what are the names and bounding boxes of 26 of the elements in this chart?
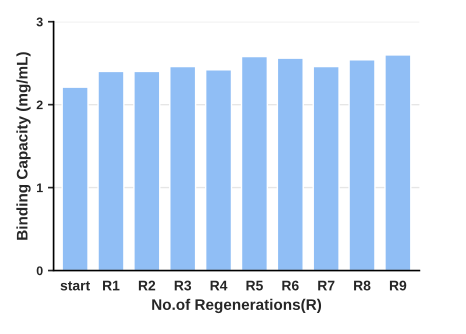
x-tick-label: R6 <box>282 280 299 290</box>
y-tick-label: 3 <box>36 18 43 26</box>
x-tick-label: R8 <box>354 280 370 290</box>
x-tick-label: R7 <box>318 280 334 290</box>
bar <box>169 66 196 271</box>
bar <box>384 54 412 271</box>
x-tick-label: R9 <box>390 280 406 290</box>
x-tick-label: R4 <box>210 280 228 290</box>
bar <box>204 69 232 271</box>
bar <box>312 66 340 271</box>
bar <box>97 70 125 271</box>
y-axis-title: Binding Capacity (mg/mL) <box>16 52 31 240</box>
x-axis-title: No.of Regenerations(R) <box>152 298 322 314</box>
x-tick-label: R3 <box>174 280 192 290</box>
bar <box>240 56 268 271</box>
y-tick-label: 0 <box>36 266 43 276</box>
x-tick-label: start <box>60 281 90 290</box>
bar <box>62 86 89 271</box>
bar <box>133 70 160 271</box>
x-tick-label: R1 <box>103 280 120 290</box>
x-tick-label: R5 <box>246 280 263 290</box>
bar <box>348 59 376 271</box>
x-tick-label: R2 <box>138 280 156 290</box>
y-tick-label: 2 <box>36 100 43 110</box>
bar <box>276 58 304 271</box>
y-tick-label: 1 <box>37 184 43 192</box>
